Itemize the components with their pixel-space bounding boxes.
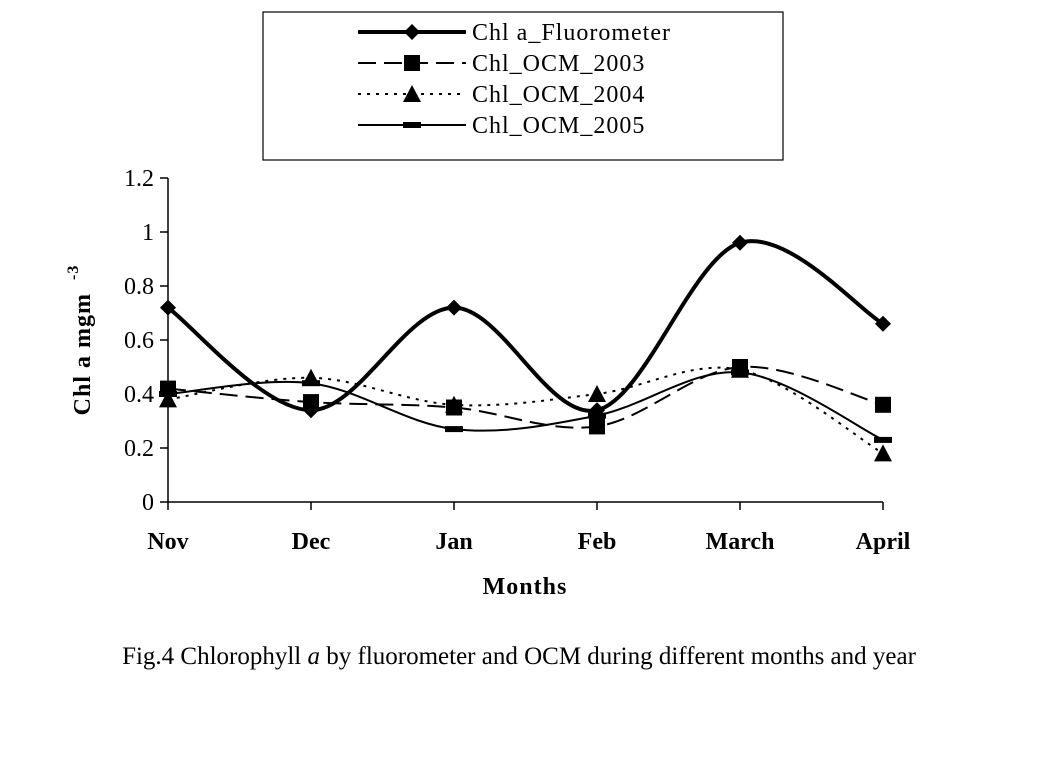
data-point-chl-ocm-2003-feb [589,418,605,435]
x-tick-label-march: March [706,529,775,555]
data-point-chl-ocm-2005-march [731,369,749,376]
data-point-chl-ocm-2005-dec [302,380,320,387]
y-axis-title-superscript: -3 [65,265,82,280]
y-axis-title: Chl a mgm -3 [65,265,96,416]
y-tick-label: 0.8 [124,274,154,300]
data-point-chl-ocm-2004-feb [588,385,606,402]
data-point-chl-a-fluorometer-nov [160,299,176,316]
data-point-chl-ocm-2005-april [874,436,892,443]
legend-marker-chl-ocm-2003 [404,55,420,71]
legend-label-chl-ocm-2004: Chl_OCM_2004 [472,82,645,108]
legend-marker-chl-ocm-2004 [403,85,421,102]
figure-caption: Fig.4 Chlorophyll a by fluorometer and O… [0,643,1038,671]
data-point-chl-ocm-2003-dec [303,394,319,411]
legend-marker-chl-a-fluorometer [404,24,420,40]
x-tick-label-dec: Dec [292,529,331,555]
x-tick-label-april: April [856,529,911,555]
series-line-chl-ocm-2005 [167,371,884,441]
caption-suffix: by fluorometer and OCM during different … [320,643,916,670]
x-tick-label-nov: Nov [147,529,188,555]
series-line-chl-ocm-2003 [167,365,884,429]
legend-label-chl-ocm-2005: Chl_OCM_2005 [472,113,645,139]
legend-label-chl-ocm-2003: Chl_OCM_2003 [472,51,645,77]
caption-prefix: Fig.4 Chlorophyll [122,643,308,670]
data-point-chl-a-fluorometer-april [875,315,891,332]
axes: 0 0.2 0.4 0.6 0.8 1 1.2 Nov Dec Jan Feb March April [124,166,911,555]
legend-label-chl-a-fluorometer: Chl a_Fluorometer [472,20,671,46]
data-point-chl-a-fluorometer-march [732,234,748,251]
chart: Chl a_Fluorometer Chl_OCM_2003 Chl_OCM_200… [65,11,911,600]
data-point-chl-ocm-2005-nov [159,391,177,397]
series-line-chl-a-fluorometer [166,239,885,413]
y-tick-label: 0.2 [124,436,154,462]
x-tick-label-jan: Jan [435,529,472,555]
data-point-chl-ocm-2004-nov [159,390,177,408]
data-point-chl-a-fluorometer-jan [446,299,462,316]
x-tick-label-feb: Feb [578,529,617,555]
data-point-chl-ocm-2005-feb [588,412,606,419]
y-tick-label: 1 [142,220,154,246]
data-point-chl-ocm-2003-april [875,396,891,413]
legend-marker-chl-ocm-2005 [403,122,421,128]
y-tick-label: 0.6 [124,328,154,354]
y-tick-label: 0 [142,490,154,516]
data-point-chl-ocm-2005-jan [445,426,463,433]
y-axis-title-main: Chl a mgm [70,293,96,415]
data-point-chl-ocm-2004-april [874,444,892,462]
y-tick-label: 0.4 [124,382,154,408]
data-point-chl-ocm-2004-jan [445,395,463,413]
legend: Chl a_Fluorometer Chl_OCM_2003 Chl_OCM_200… [262,11,784,161]
y-tick-label: 1.2 [124,166,154,192]
legend-box [262,11,784,161]
caption-italic: a [307,643,321,670]
series-line-chl-ocm-2004 [167,366,884,455]
x-axis-title: Months [483,574,568,600]
